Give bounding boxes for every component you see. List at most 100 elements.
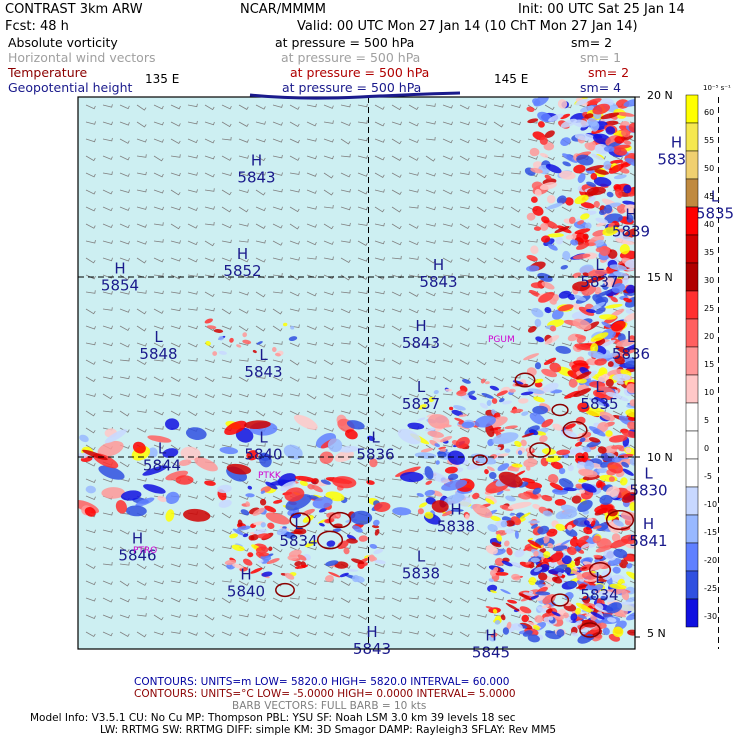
- vorticity-cell: [626, 484, 635, 493]
- vorticity-cell: [486, 400, 492, 406]
- wind-barb: [306, 121, 317, 127]
- wind-barb: [221, 239, 232, 244]
- wind-barb: [391, 444, 402, 450]
- wind-barb: [119, 461, 130, 468]
- wind-barb: [204, 393, 215, 399]
- wind-barb: [187, 495, 198, 499]
- vorticity-cell: [539, 435, 548, 443]
- vorticity-cell: [546, 194, 556, 204]
- vorticity-cell: [599, 245, 610, 257]
- wind-barb: [170, 444, 181, 451]
- vorticity-cell: [625, 309, 633, 314]
- wind-barb: [629, 274, 635, 278]
- wind-barb: [408, 376, 419, 383]
- vorticity-cell: [318, 522, 325, 527]
- wind-barb: [374, 155, 385, 161]
- vorticity-cell: [575, 98, 589, 106]
- wind-barb: [442, 563, 453, 568]
- wind-barb: [408, 155, 419, 161]
- wind-barb: [629, 376, 635, 379]
- wind-barb: [374, 222, 385, 227]
- wind-barb: [510, 325, 521, 331]
- wind-barb: [204, 291, 215, 298]
- wind-barb: [391, 255, 402, 260]
- vorticity-cell: [424, 489, 436, 496]
- wind-barb: [374, 579, 385, 583]
- wind-barb: [153, 392, 164, 397]
- vorticity-cell: [541, 418, 554, 428]
- vorticity-cell: [229, 533, 239, 539]
- vorticity-cell: [606, 452, 617, 459]
- vorticity-cell: [623, 98, 635, 107]
- vorticity-cell: [538, 291, 555, 303]
- wind-barb: [204, 614, 215, 621]
- wind-barb: [391, 580, 402, 585]
- vorticity-cell: [451, 409, 464, 417]
- wind-barb: [374, 512, 385, 518]
- vorticity-cell: [586, 181, 597, 187]
- colorbar-cell: [685, 150, 699, 180]
- wind-barb: [85, 155, 96, 162]
- field-level-height: at pressure = 500 hPa: [282, 80, 422, 95]
- wind-barb: [493, 121, 504, 128]
- wind-barb: [85, 580, 96, 586]
- vorticity-cell: [242, 558, 253, 566]
- wind-barb: [442, 631, 453, 636]
- wind-barb: [391, 563, 402, 567]
- wind-barb: [102, 631, 113, 637]
- wind-barb: [408, 580, 419, 586]
- vorticity-cell: [496, 453, 510, 458]
- wind-barb: [374, 563, 385, 568]
- wind-barb: [170, 138, 181, 145]
- vorticity-cell: [615, 345, 629, 354]
- vorticity-cell: [593, 396, 610, 407]
- wind-barb: [187, 410, 198, 417]
- wind-barb: [374, 630, 385, 634]
- vorticity-cell: [542, 382, 559, 393]
- wind-barb: [357, 493, 368, 498]
- wind-barb: [357, 359, 368, 366]
- wind-barb: [85, 325, 96, 330]
- vorticity-cell: [579, 437, 586, 443]
- vorticity-cell: [479, 402, 488, 409]
- wind-barb: [306, 359, 317, 364]
- vorticity-cell: [260, 522, 266, 528]
- wind-barb: [238, 495, 249, 500]
- wind-barb: [527, 222, 538, 227]
- vorticity-cell: [595, 289, 612, 298]
- vorticity-cell: [603, 276, 615, 288]
- vorticity-cell: [472, 492, 480, 500]
- vorticity-cell: [547, 243, 558, 251]
- vorticity-cell: [490, 515, 501, 522]
- vorticity-cell: [613, 519, 624, 527]
- wind-barb: [170, 529, 181, 534]
- vorticity-cell: [579, 489, 586, 494]
- wind-barb: [561, 187, 572, 192]
- wind-barb: [442, 391, 453, 396]
- wind-barb: [255, 325, 266, 332]
- wind-barb: [306, 444, 317, 448]
- wind-barb: [493, 240, 504, 246]
- wind-barb: [340, 206, 351, 211]
- vorticity-cell: [605, 126, 616, 135]
- wind-barb: [408, 393, 419, 398]
- wind-barb: [136, 290, 147, 294]
- wind-barb: [102, 257, 113, 262]
- wind-barb: [408, 461, 419, 466]
- vorticity-cell: [625, 158, 635, 168]
- wind-barb: [119, 546, 130, 553]
- vorticity-cell: [574, 441, 583, 447]
- colorbar-tick: -15: [704, 528, 717, 537]
- wind-barb: [136, 104, 147, 111]
- wind-barb: [238, 580, 249, 586]
- wind-barb: [238, 393, 249, 398]
- wind-barb: [306, 155, 317, 160]
- wind-barb: [340, 222, 351, 227]
- vorticity-shading-layer: [78, 97, 635, 644]
- wind-barb: [442, 529, 453, 535]
- wind-barb: [119, 614, 130, 619]
- vorticity-cell: [417, 404, 427, 410]
- vorticity-cell: [627, 629, 635, 636]
- vorticity-cell: [554, 498, 567, 506]
- wind-barb: [272, 614, 283, 620]
